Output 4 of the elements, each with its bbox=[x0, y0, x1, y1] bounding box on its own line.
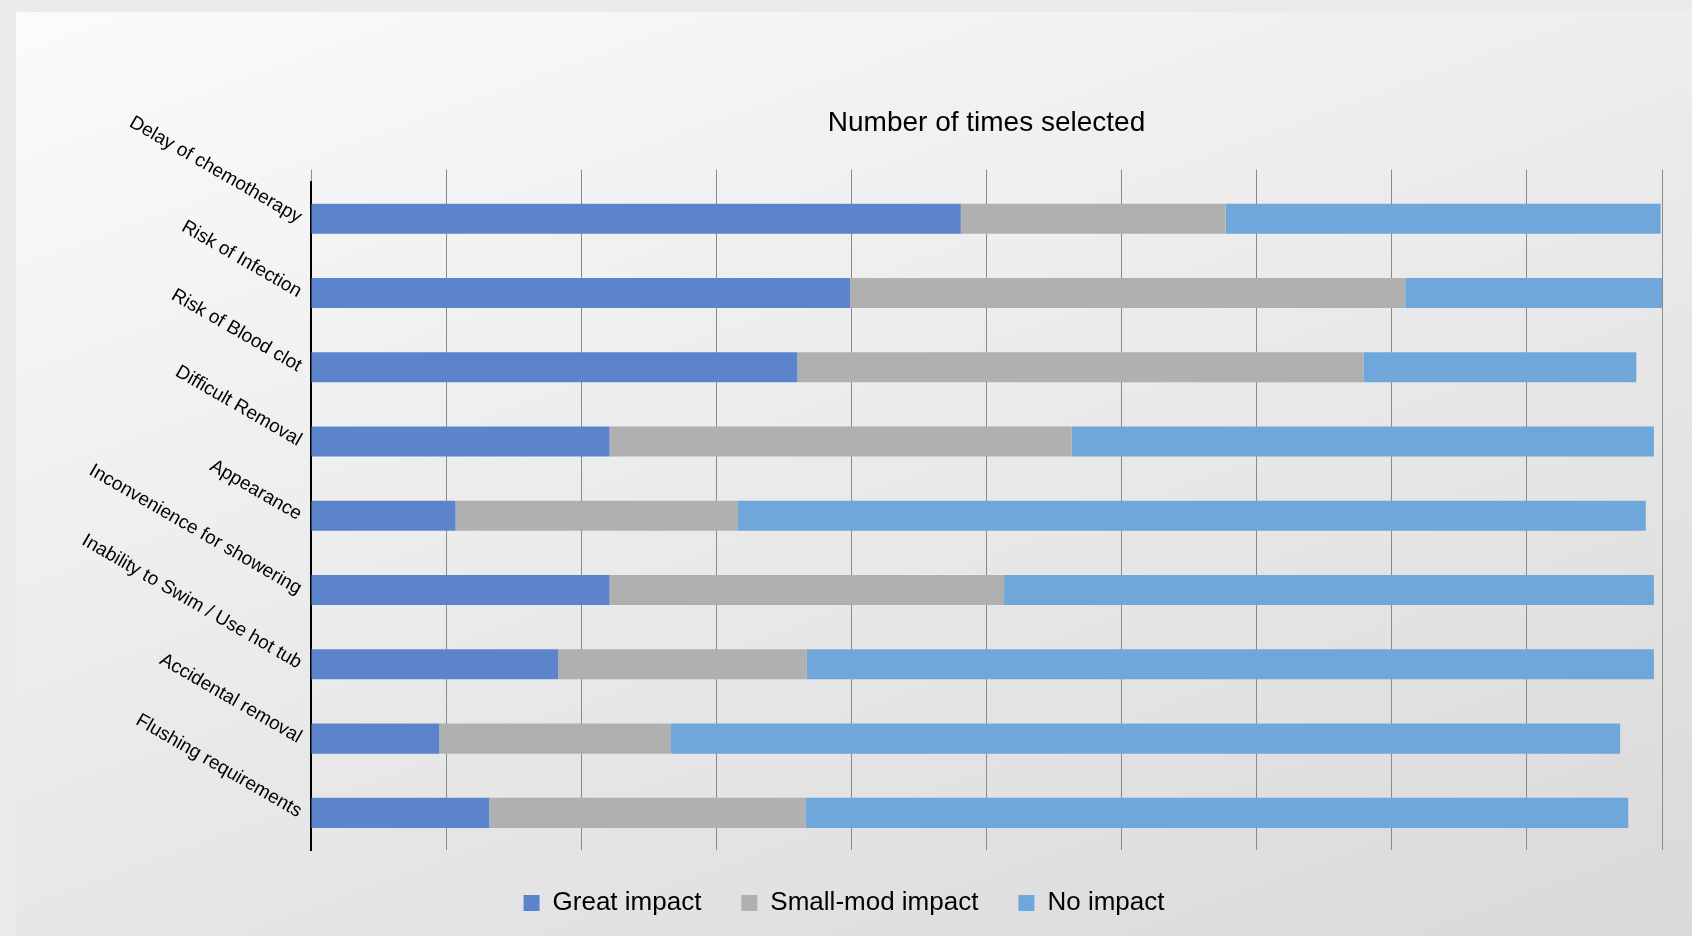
legend-label: No impact bbox=[1047, 886, 1166, 917]
legend-label: Great impact bbox=[552, 886, 703, 917]
x-axis-title: Number of times selected bbox=[827, 105, 1146, 137]
legend-label: Small-mod impact bbox=[770, 886, 980, 917]
